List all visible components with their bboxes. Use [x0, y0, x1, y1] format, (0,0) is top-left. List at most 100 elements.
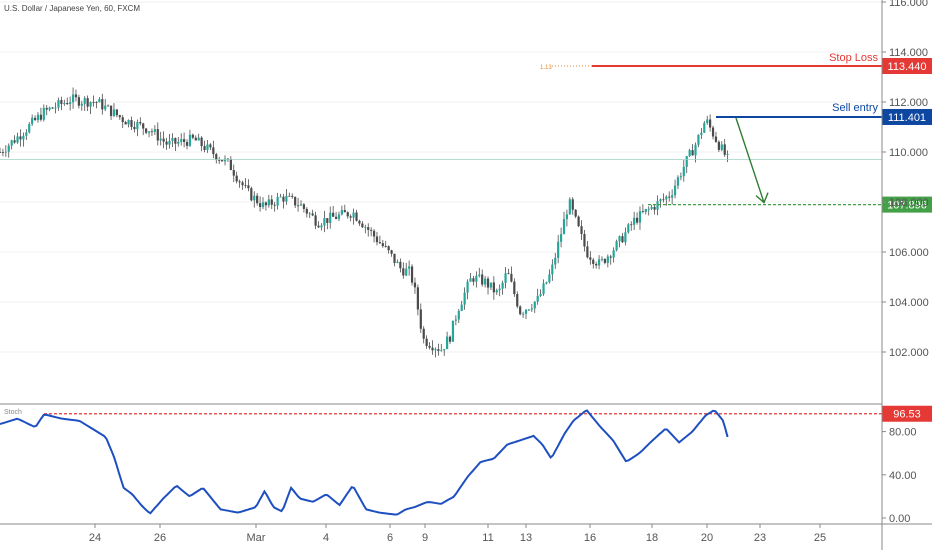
candle-body [656, 201, 659, 210]
candle-body [665, 196, 668, 200]
candle-body [714, 136, 718, 142]
candle-body [223, 158, 227, 162]
candle-body [492, 282, 495, 293]
candle-body [279, 196, 282, 198]
candle-body [188, 134, 192, 146]
candle-body [507, 273, 510, 275]
candle-body [28, 124, 31, 133]
candle-body [516, 294, 519, 307]
candle-body [258, 203, 262, 207]
candle-body [600, 259, 604, 260]
candle-body [542, 283, 545, 295]
candle-body [504, 273, 507, 283]
candle-body [364, 227, 367, 228]
candle-body [294, 196, 297, 206]
candle-body [42, 107, 45, 120]
candle-body [183, 139, 186, 143]
candle-body [595, 263, 598, 266]
candle-body [63, 103, 66, 104]
candle-body [305, 208, 308, 214]
candle-body [147, 131, 151, 133]
candle-body [250, 188, 253, 201]
price-tick-label: 116.000 [889, 0, 928, 9]
time-tick-label: Mar [247, 532, 266, 544]
candle-body [457, 310, 460, 320]
candle-body [291, 195, 294, 197]
candle-body [101, 99, 104, 110]
time-tick-label: 25 [814, 532, 826, 544]
candle-body [150, 131, 154, 133]
candle-body [36, 114, 40, 121]
candle-body [565, 214, 569, 220]
candle-body [720, 144, 723, 150]
candle-body [206, 144, 209, 150]
candle-body [346, 212, 349, 217]
candle-body [220, 160, 224, 162]
candle-body [533, 301, 536, 309]
candle-body [700, 132, 703, 135]
candle-body [679, 176, 682, 178]
candle-body [358, 220, 361, 224]
candle-body [691, 150, 694, 156]
candle-body [486, 278, 490, 288]
trade-levels: 1.13 Stop Loss 113.440 Sell entry 111.401 107… [0, 52, 932, 213]
candle-body [437, 349, 440, 351]
candle-body [142, 123, 145, 129]
candle-body [270, 199, 273, 205]
candle-body [612, 250, 615, 258]
candle-body [688, 150, 691, 157]
candle-body [355, 212, 358, 221]
candle-body [320, 225, 323, 228]
candle-body [109, 105, 113, 116]
candle-body [19, 136, 22, 140]
time-tick-label: 18 [646, 532, 658, 544]
candle-body [413, 282, 417, 288]
sell-entry-label: Sell entry [832, 102, 878, 114]
candle-body [615, 241, 618, 251]
candle-body [241, 182, 244, 186]
candle-body [121, 117, 124, 123]
candle-body [618, 236, 621, 242]
candle-body [104, 105, 107, 110]
candle-body [706, 119, 709, 124]
candle-body [352, 212, 355, 218]
candle-body [25, 132, 28, 136]
candle-body [673, 185, 677, 196]
candle-body [498, 288, 501, 291]
candle-body [419, 309, 422, 329]
candle-body [586, 246, 589, 258]
price-tick-label: 102.000 [889, 347, 929, 359]
candle-body [212, 147, 215, 155]
candle-body [726, 154, 729, 155]
candle-body [489, 282, 493, 288]
candle-body [235, 175, 238, 182]
candle-body [527, 309, 531, 311]
candle-body [253, 195, 256, 201]
candle-body [133, 126, 136, 130]
candle-body [299, 204, 303, 206]
stoch-tick-label: 40.00 [889, 470, 917, 482]
candle-body [16, 136, 19, 143]
candle-body [302, 204, 306, 209]
candle-body [340, 210, 344, 215]
candle-body [627, 224, 630, 233]
candle-body [671, 195, 674, 198]
candle-body [317, 225, 320, 228]
candle-body [218, 159, 221, 161]
stop-loss-price-tag [882, 58, 932, 74]
candle-body [370, 229, 373, 231]
candlestick-series [0, 87, 729, 358]
candle-body [443, 349, 446, 351]
candle-body [577, 216, 580, 227]
candle-body [45, 107, 48, 110]
stoch-series: 96.53 [0, 405, 932, 516]
projection-arrow-shaft [735, 117, 765, 203]
candle-body [22, 135, 25, 140]
candle-body [495, 290, 498, 293]
candle-body [396, 261, 399, 263]
candle-body [422, 328, 425, 339]
candle-body [609, 256, 612, 258]
candle-body [694, 144, 697, 156]
candle-body [723, 144, 726, 155]
